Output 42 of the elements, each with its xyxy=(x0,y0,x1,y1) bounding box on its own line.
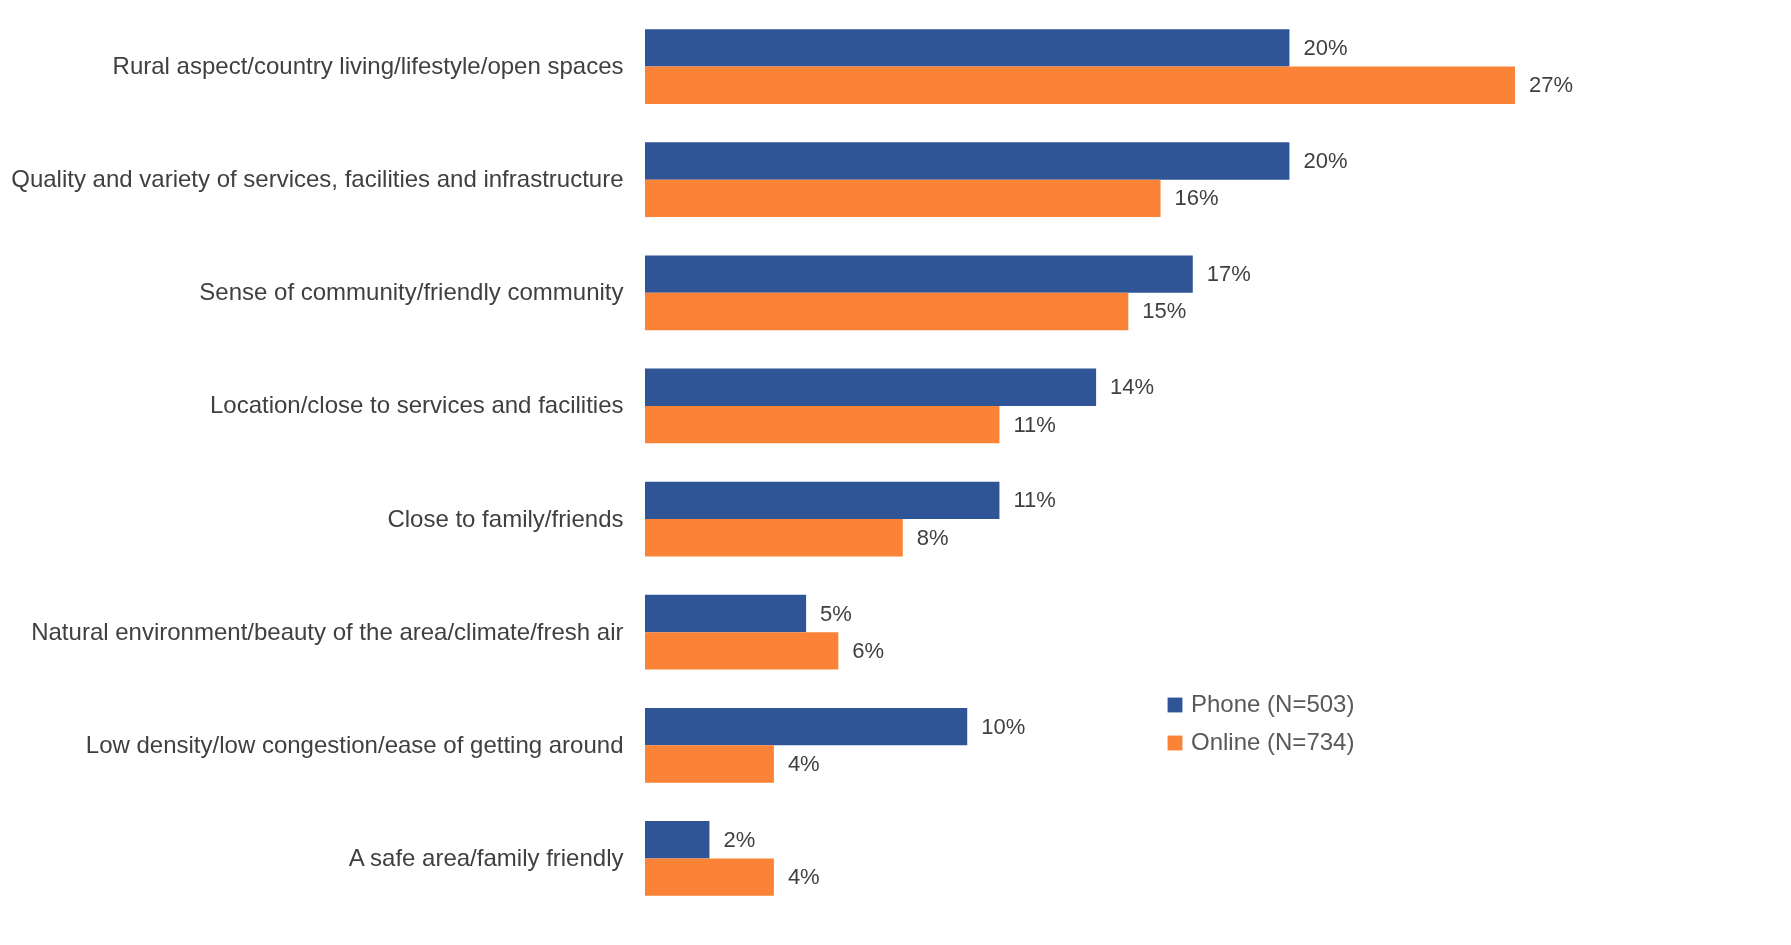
data-label: 11% xyxy=(1013,487,1056,513)
y-tick-label: Location/close to services and facilities xyxy=(209,391,624,419)
bar xyxy=(645,29,1290,67)
bar xyxy=(645,519,903,557)
data-label: 15% xyxy=(1142,298,1187,324)
y-tick-label: Sense of community/friendly community xyxy=(199,278,624,306)
y-tick-label: Low density/low congestion/ease of getting around xyxy=(85,730,624,758)
data-label: 27% xyxy=(1529,72,1574,98)
data-label: 6% xyxy=(852,637,885,663)
data-label: 14% xyxy=(1110,374,1155,400)
bar xyxy=(645,368,1097,406)
data-label: 10% xyxy=(981,713,1026,739)
y-tick-label: Close to family/friends xyxy=(387,504,624,532)
bar xyxy=(645,821,710,859)
data-label: 4% xyxy=(787,750,820,776)
bar xyxy=(645,858,774,896)
y-tick-label: A safe area/family friendly xyxy=(348,843,624,871)
bar xyxy=(645,707,968,746)
bar xyxy=(645,632,839,670)
legend-label: Phone (N=503) xyxy=(1191,690,1355,717)
y-tick-label: Quality and variety of services, facilities and infrastructure xyxy=(11,165,624,193)
data-label: 16% xyxy=(1174,185,1219,211)
data-label: 8% xyxy=(916,524,949,550)
bar xyxy=(645,142,1290,180)
data-label: 5% xyxy=(820,600,852,626)
data-label: 11% xyxy=(1013,411,1056,437)
bar xyxy=(645,745,774,783)
bar xyxy=(645,481,1000,520)
bar xyxy=(645,405,1000,444)
data-label: 17% xyxy=(1206,261,1251,287)
data-label: 4% xyxy=(787,864,820,890)
y-tick-label: Rural aspect/country living/lifestyle/open spaces xyxy=(112,52,624,80)
legend-label: Online (N=734) xyxy=(1191,728,1355,755)
bar xyxy=(645,292,1129,331)
data-label: 2% xyxy=(723,826,756,852)
bar xyxy=(645,594,807,633)
bar xyxy=(645,66,1515,104)
data-label: 20% xyxy=(1303,34,1348,60)
bar xyxy=(645,255,1193,293)
bar xyxy=(645,179,1161,218)
data-label: 20% xyxy=(1303,148,1348,174)
y-tick-label: Natural environment/beauty of the area/climate/fresh air xyxy=(31,617,624,645)
